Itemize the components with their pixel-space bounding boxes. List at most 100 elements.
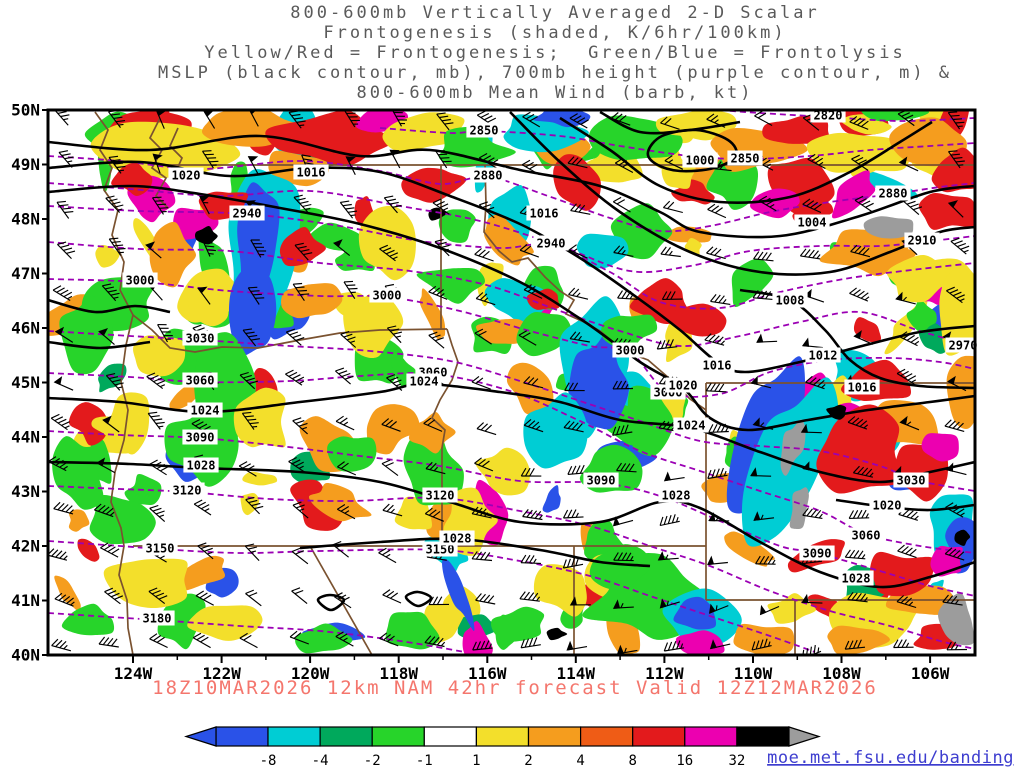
- height-contour-label: 2850: [727, 150, 763, 166]
- wind-barb: [293, 194, 312, 213]
- wind-barb: [474, 457, 494, 472]
- colorbar-tick-label: -4: [312, 753, 329, 768]
- lon-axis-label: 118W: [379, 664, 418, 683]
- wind-barb: [659, 598, 680, 609]
- wind-barb: [616, 644, 638, 655]
- svg-text:1004: 1004: [798, 216, 827, 230]
- credit-link[interactable]: moe.met.fsu.edu/banding: [767, 748, 1014, 768]
- map-panel: 2820 2850 2850 2880 2880 2910 2940 2940 2970 3000…: [11, 101, 981, 683]
- credit-link-text[interactable]: moe.met.fsu.edu/banding: [767, 748, 1014, 768]
- wind-barb: [424, 507, 445, 522]
- mslp-contour-label: 1024: [406, 373, 442, 389]
- wind-barb: [478, 201, 495, 219]
- wind-barb: [945, 462, 967, 476]
- mslp-contour-line: [48, 298, 171, 314]
- wind-barb: [238, 461, 257, 477]
- wind-barb: [710, 294, 731, 305]
- wind-barb: [897, 544, 917, 559]
- wind-barb: [947, 375, 967, 392]
- wind-barb: [660, 246, 681, 258]
- svg-text:1000: 1000: [686, 154, 715, 168]
- wind-barb: [849, 287, 870, 302]
- wind-barb: [944, 419, 965, 432]
- wind-barb: [802, 461, 823, 474]
- height-contour-label: 2940: [533, 235, 569, 251]
- wind-barb: [614, 157, 634, 174]
- wind-barb: [758, 195, 777, 212]
- wind-barb: [854, 195, 874, 212]
- mslp-contour-label: 1028: [183, 457, 219, 473]
- height-contour-label: 3120: [169, 482, 205, 498]
- svg-text:3000: 3000: [616, 344, 645, 358]
- forecast-info: 18Z10MAR2026 12km NAM 42hr forecast Vali…: [152, 677, 878, 699]
- wind-barb: [844, 549, 866, 560]
- wind-barb: [801, 593, 823, 604]
- wind-barb: [339, 200, 358, 219]
- wind-barb: [292, 282, 310, 302]
- wind-barb: [853, 330, 874, 345]
- mslp-contour-line: [404, 590, 433, 608]
- wind-barb: [942, 594, 963, 606]
- svg-text:1028: 1028: [187, 459, 216, 473]
- wind-barb: [656, 339, 678, 350]
- wind-barb: [285, 369, 305, 386]
- wind-barb: [192, 632, 211, 649]
- wind-barb: [105, 373, 124, 391]
- wind-barb: [202, 150, 219, 169]
- wind-barb: [847, 416, 869, 430]
- wind-barb: [707, 555, 728, 566]
- lat-axis-label: 45N: [11, 373, 40, 392]
- wind-barb: [664, 155, 684, 170]
- wind-barb: [663, 471, 685, 482]
- wind-barb: [105, 195, 124, 213]
- title-line-3: Yellow/Red = Frontogenesis; Green/Blue =…: [204, 43, 905, 63]
- colorbar-below-min-segment: [215, 726, 269, 747]
- svg-text:1020: 1020: [669, 379, 698, 393]
- wind-barb: [752, 417, 774, 430]
- wind-barb: [612, 516, 634, 527]
- wind-barb: [53, 501, 74, 515]
- wind-barb: [659, 514, 680, 527]
- contour-label-layer: 2820 2850 2850 2880 2880 2910 2940 2940 2970 3000…: [122, 107, 981, 626]
- wind-barb: [428, 331, 445, 349]
- wind-barb: [706, 113, 726, 128]
- wind-barb: [428, 285, 448, 300]
- wind-barb: [435, 150, 452, 169]
- svg-text:1028: 1028: [443, 532, 472, 546]
- lat-axis-label: 44N: [11, 428, 40, 447]
- svg-text:1024: 1024: [677, 419, 706, 433]
- wind-barb: [247, 156, 259, 175]
- svg-text:3030: 3030: [897, 474, 926, 488]
- wind-barb: [847, 591, 868, 603]
- frontogenesis-shading: [48, 110, 975, 655]
- wind-barb: [801, 337, 823, 349]
- wind-barb: [54, 326, 74, 343]
- colorbar-left-arrow: [184, 726, 217, 747]
- mslp-contour-line: [48, 134, 975, 239]
- mslp-contour-line: [599, 110, 741, 135]
- wind-barb: [337, 461, 357, 476]
- colorbar-tick-label: 16: [676, 753, 693, 768]
- wind-barb: [104, 587, 124, 605]
- lon-axis-label: 112W: [645, 664, 684, 683]
- lat-axis-label: 48N: [11, 210, 40, 229]
- svg-text:1016: 1016: [530, 207, 559, 221]
- wind-barb: [805, 375, 826, 390]
- wind-barb: [569, 331, 590, 343]
- wind-barb: [291, 587, 308, 605]
- wind-barb: [378, 547, 397, 564]
- wind-barb: [54, 110, 70, 126]
- wind-barb: [52, 285, 73, 301]
- state-border: [94, 111, 134, 655]
- wind-barb: [288, 456, 306, 473]
- wind-barb: [566, 640, 588, 651]
- svg-text:1016: 1016: [848, 381, 877, 395]
- wind-barb: [612, 599, 634, 609]
- wind-barb: [250, 239, 267, 258]
- svg-text:1020: 1020: [873, 499, 902, 513]
- svg-text:3150: 3150: [146, 542, 175, 556]
- wind-barb: [98, 327, 115, 346]
- height-contour-label: 2910: [904, 232, 940, 248]
- svg-text:3120: 3120: [426, 489, 455, 503]
